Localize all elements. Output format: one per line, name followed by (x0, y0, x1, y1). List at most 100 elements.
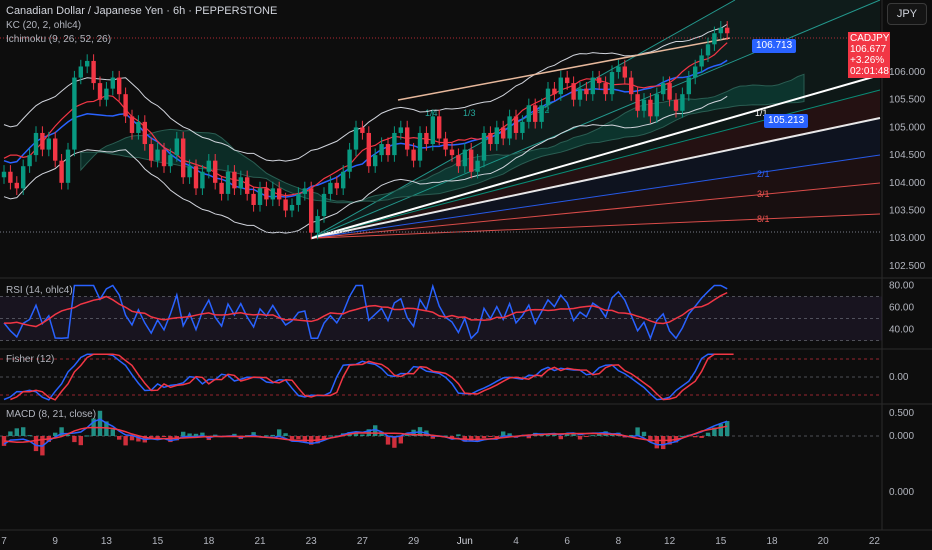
macd-histogram-bar (654, 436, 659, 449)
candle-body (366, 132, 371, 167)
macd-histogram-bar (430, 436, 435, 439)
macd-histogram-bar (78, 436, 83, 446)
candle-body (437, 116, 442, 139)
candle-body (673, 99, 679, 111)
macd-histogram-bar (149, 436, 154, 438)
rsi-ma-line (3, 291, 728, 328)
macd-histogram-bar (328, 435, 333, 437)
candle-body (129, 116, 135, 133)
candle-body (78, 66, 83, 78)
fisher-axis-tick: 0.00 (889, 372, 909, 383)
candle-body (475, 160, 480, 172)
ichimoku-legend[interactable]: Ichimoku (9, 26, 52, 26) (6, 34, 112, 45)
macd-histogram-bar (302, 436, 307, 442)
candle-body (213, 160, 218, 183)
macd-histogram-bar (693, 436, 698, 438)
candle-body (654, 94, 659, 117)
macd-histogram-bar (321, 436, 327, 440)
macd-histogram-bar (59, 427, 64, 436)
candle-body (597, 77, 602, 84)
candle-body (123, 94, 128, 117)
candle-body (117, 77, 122, 95)
macd-histogram-bar (584, 436, 589, 437)
candle-body (347, 149, 352, 172)
keltner-upper (3, 23, 728, 162)
candle-body (225, 171, 231, 194)
candle-body (513, 116, 519, 133)
candle-body (424, 132, 429, 145)
candle-body (245, 177, 250, 194)
gann-fan-label: 1/3 (463, 108, 476, 118)
macd-legend[interactable]: MACD (8, 21, close) (6, 409, 97, 420)
macd-histogram-bar (565, 434, 570, 436)
candle-body (584, 88, 589, 95)
candle-body (449, 149, 455, 156)
candle-body (469, 149, 474, 172)
fisher-trigger-line (10, 353, 734, 401)
gann-fan-line (311, 182, 881, 239)
candle-body (462, 149, 467, 167)
macd-histogram-bar (443, 435, 448, 437)
candle-body (309, 188, 314, 233)
candle-body (526, 105, 531, 122)
gann-fan-label: 1/4 (425, 108, 438, 118)
trend-line-upper (397, 37, 731, 101)
time-axis-tick: 23 (306, 536, 318, 547)
candle-body (321, 193, 327, 217)
currency-button[interactable]: JPY (887, 3, 927, 25)
macd-histogram-bar (187, 433, 192, 436)
candle-body (686, 77, 691, 95)
macd-histogram-bar (8, 431, 13, 436)
callout-price-lower[interactable]: 105.213 (764, 114, 809, 128)
candle-body (334, 182, 339, 189)
fisher-legend[interactable]: Fisher (12) (6, 354, 55, 365)
candle-body (565, 77, 570, 84)
candle-body (552, 88, 557, 95)
macd-histogram-bar (110, 429, 115, 436)
candle-body (712, 33, 717, 45)
candle-body (411, 149, 416, 161)
macd-histogram-bar (552, 434, 557, 436)
candle-body (181, 138, 186, 178)
price-axis-tick: 102.500 (889, 261, 926, 272)
macd-histogram-bar (123, 436, 128, 446)
macd-histogram-bar (65, 434, 71, 436)
price-axis-tick: 105.000 (889, 122, 926, 133)
rsi-axis-tick: 60.00 (889, 303, 914, 314)
gann-fan-label: 2/1 (757, 169, 770, 179)
candle-body (648, 99, 653, 117)
macd-histogram-bar (85, 435, 90, 437)
candle-body (571, 83, 576, 100)
macd-histogram-bar (705, 432, 711, 436)
candle-body (609, 72, 615, 95)
candle-body (59, 160, 64, 183)
candle-body (219, 182, 224, 194)
callout-price-upper[interactable]: 106.713 (752, 39, 797, 53)
candle-body (206, 160, 211, 172)
gann-fan-label: 8/1 (757, 214, 770, 224)
candle-body (488, 132, 493, 145)
rsi-legend[interactable]: RSI (14, ohlc4) (6, 285, 73, 296)
macd-histogram-bar (289, 436, 295, 440)
macd-axis-tick: 0.000 (889, 431, 914, 442)
price-tag: CADJPY 106.677 +3.26% 02:01:48 (848, 32, 890, 78)
candle-body (65, 149, 71, 183)
time-axis-tick: 18 (203, 536, 215, 547)
candle-body (328, 182, 333, 194)
macd-axis-tick: 0.000 (889, 487, 914, 498)
time-axis-tick: 20 (818, 536, 830, 547)
candle-body (85, 60, 90, 67)
kc-legend[interactable]: KC (20, 2, ohlc4) (6, 20, 82, 31)
macd-histogram-bar (373, 425, 378, 436)
candle-body (155, 149, 160, 161)
macd-histogram-bar (283, 433, 288, 436)
macd-histogram-bar (661, 436, 666, 450)
candle-body (168, 155, 173, 167)
candle-body (443, 138, 448, 150)
macd-histogram-bar (277, 429, 282, 436)
candle-body (264, 188, 269, 200)
macd-histogram-bar (629, 434, 634, 436)
time-axis-tick: 22 (869, 536, 881, 547)
candle-body (136, 121, 141, 133)
